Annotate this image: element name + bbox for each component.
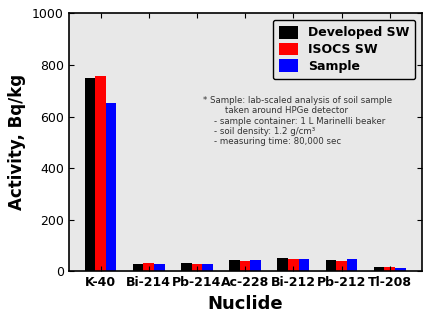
Bar [202, 264, 213, 271]
Bar [95, 76, 106, 271]
Bar [144, 263, 154, 271]
Bar [374, 267, 384, 271]
Bar [288, 259, 299, 271]
Bar [277, 258, 288, 271]
Bar [299, 259, 309, 271]
Bar [395, 268, 405, 271]
Y-axis label: Activity, Bq/kg: Activity, Bq/kg [8, 74, 26, 210]
Bar [154, 264, 165, 271]
Legend: Developed SW, ISOCS SW, Sample: Developed SW, ISOCS SW, Sample [273, 20, 415, 79]
Bar [240, 261, 250, 271]
Bar [85, 78, 95, 271]
Bar [326, 260, 336, 271]
Bar [250, 260, 261, 271]
Bar [106, 103, 117, 271]
Bar [133, 264, 144, 271]
Bar [384, 267, 395, 271]
X-axis label: Nuclide: Nuclide [207, 295, 283, 313]
Bar [347, 259, 357, 271]
Text: * Sample: lab-scaled analysis of soil sample
        taken around HPGe detector
: * Sample: lab-scaled analysis of soil sa… [203, 96, 392, 146]
Bar [181, 263, 192, 271]
Bar [192, 264, 202, 271]
Bar [229, 260, 240, 271]
Bar [336, 261, 347, 271]
